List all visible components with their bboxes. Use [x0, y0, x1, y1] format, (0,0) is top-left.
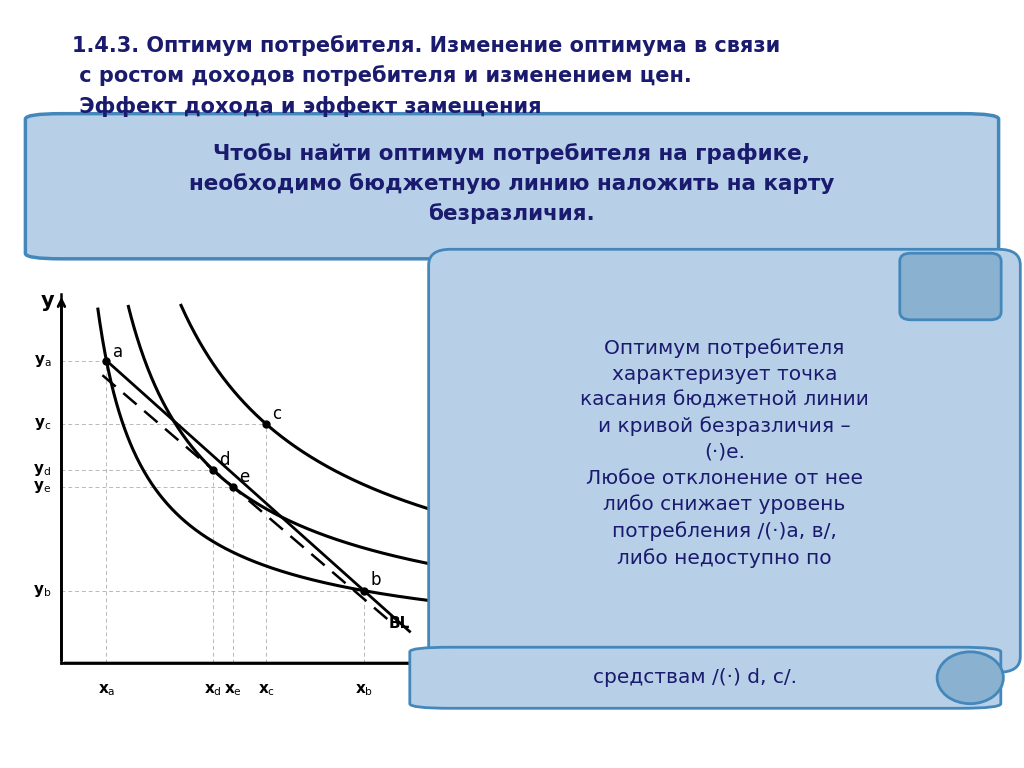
Text: Чтобы найти оптимум потребителя на графике,
необходимо бюджетную линию наложить : Чтобы найти оптимум потребителя на графи…: [189, 143, 835, 224]
FancyBboxPatch shape: [429, 250, 1020, 672]
Text: 1.4.3. Оптимум потребителя. Изменение оптимума в связи: 1.4.3. Оптимум потребителя. Изменение оп…: [72, 35, 780, 55]
Text: x$_\mathrm{b}$: x$_\mathrm{b}$: [355, 683, 373, 698]
Text: y$_\mathrm{b}$: y$_\mathrm{b}$: [33, 583, 51, 599]
Text: Эффект дохода и эффект замещения: Эффект дохода и эффект замещения: [72, 96, 542, 117]
Text: BL: BL: [389, 616, 411, 631]
Text: y$_\mathrm{d}$: y$_\mathrm{d}$: [33, 462, 51, 478]
Text: a: a: [113, 343, 123, 361]
Text: IC$_3$: IC$_3$: [438, 487, 463, 506]
Text: d: d: [219, 451, 229, 468]
Text: c: c: [272, 405, 282, 423]
Ellipse shape: [937, 652, 1004, 703]
Text: y$_\mathrm{e}$: y$_\mathrm{e}$: [33, 479, 51, 495]
Text: IC$_2$: IC$_2$: [438, 541, 463, 561]
Text: y: y: [40, 291, 54, 311]
Text: y$_\mathrm{a}$: y$_\mathrm{a}$: [34, 353, 51, 369]
Text: средствам /(·) d, с/.: средствам /(·) d, с/.: [593, 668, 797, 687]
Text: x$_\mathrm{e}$: x$_\mathrm{e}$: [224, 683, 243, 698]
Text: x: x: [473, 683, 485, 701]
Text: b: b: [370, 571, 381, 589]
Text: Оптимум потребителя
характеризует точка
касания бюджетной линии
и кривой безразл: Оптимум потребителя характеризует точка …: [580, 338, 869, 568]
Text: с ростом доходов потребителя и изменением цен.: с ростом доходов потребителя и изменение…: [72, 65, 691, 86]
Text: e: e: [240, 468, 250, 486]
Text: x$_\mathrm{d}$: x$_\mathrm{d}$: [204, 683, 222, 698]
Text: x: x: [472, 674, 486, 694]
FancyBboxPatch shape: [26, 114, 998, 259]
Text: x$_\mathrm{c}$: x$_\mathrm{c}$: [258, 683, 274, 698]
Text: y$_\mathrm{c}$: y$_\mathrm{c}$: [34, 416, 51, 432]
Text: IC$_1$: IC$_1$: [438, 578, 463, 598]
FancyBboxPatch shape: [410, 647, 1000, 708]
Text: x$_\mathrm{a}$: x$_\mathrm{a}$: [97, 683, 115, 698]
FancyBboxPatch shape: [900, 253, 1001, 319]
